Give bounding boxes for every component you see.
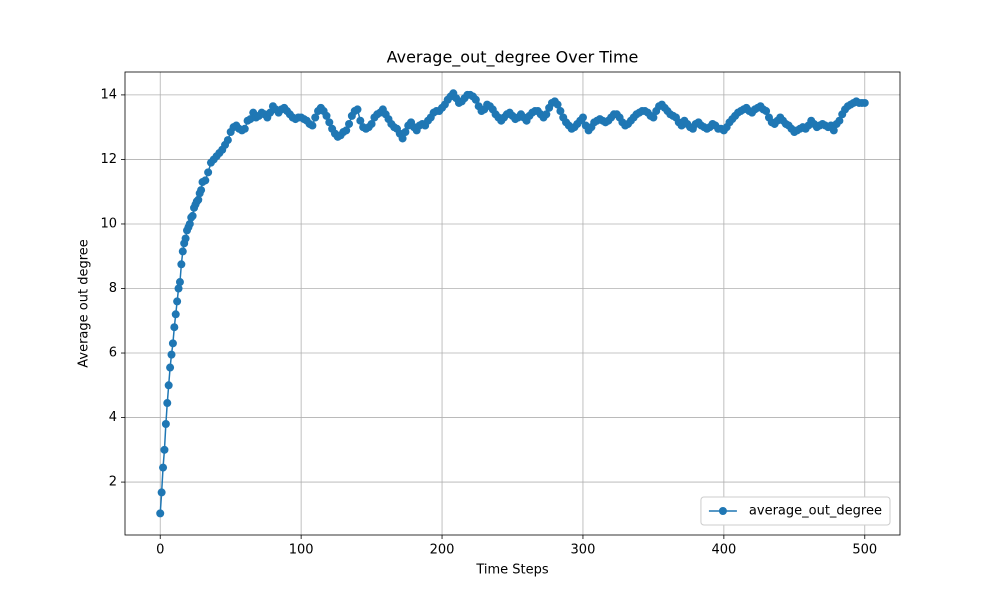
- chart-title: Average_out_degree Over Time: [387, 48, 639, 68]
- y-tick-label: 2: [109, 475, 117, 490]
- marker: [556, 107, 565, 116]
- marker: [367, 119, 376, 128]
- marker: [170, 323, 179, 332]
- marker: [345, 119, 354, 128]
- marker: [762, 107, 771, 116]
- marker: [201, 176, 210, 185]
- legend-label: average_out_degree: [749, 504, 882, 519]
- marker: [649, 113, 658, 122]
- y-tick-label: 12: [100, 152, 117, 167]
- marker: [166, 363, 175, 372]
- marker: [177, 260, 186, 269]
- x-tick-label: 300: [571, 543, 596, 558]
- marker: [835, 116, 844, 125]
- marker: [164, 381, 173, 390]
- marker: [175, 278, 184, 287]
- marker: [542, 110, 551, 119]
- marker: [204, 168, 213, 177]
- legend-marker: [718, 507, 727, 515]
- marker: [160, 445, 169, 454]
- y-tick-label: 14: [100, 87, 117, 102]
- marker: [173, 297, 182, 306]
- marker: [171, 310, 180, 319]
- axes-frame: [124, 71, 901, 536]
- marker: [353, 105, 362, 114]
- marker: [325, 118, 334, 127]
- marker: [157, 488, 166, 497]
- marker: [167, 350, 176, 359]
- marker: [471, 95, 480, 104]
- marker: [553, 100, 562, 109]
- legend-box: [700, 496, 891, 526]
- marker: [240, 124, 249, 133]
- marker: [194, 195, 203, 204]
- marker: [159, 463, 168, 472]
- y-tick-label: 10: [100, 216, 117, 231]
- marker: [163, 399, 172, 408]
- marker: [311, 113, 320, 122]
- marker: [322, 111, 331, 120]
- marker: [185, 219, 194, 228]
- x-tick-label: 400: [711, 543, 736, 558]
- y-axis-label: Average out degree: [77, 239, 92, 368]
- marker: [181, 234, 190, 243]
- x-tick-label: 200: [430, 543, 455, 558]
- x-tick-label: 0: [156, 543, 164, 558]
- x-axis-label: Time Steps: [475, 563, 549, 578]
- marker: [174, 284, 183, 293]
- marker: [356, 116, 365, 125]
- marker: [197, 186, 206, 195]
- marker: [342, 126, 351, 135]
- marker: [156, 509, 165, 518]
- marker: [223, 136, 232, 145]
- marker: [398, 134, 407, 143]
- marker: [168, 339, 177, 348]
- marker: [578, 113, 587, 122]
- marker: [860, 98, 869, 107]
- marker: [401, 128, 410, 137]
- y-tick-label: 8: [109, 281, 117, 296]
- marker: [161, 420, 170, 429]
- y-tick-label: 6: [109, 346, 117, 361]
- legend: average_out_degree: [700, 496, 891, 526]
- marker: [178, 247, 187, 256]
- x-tick-label: 100: [289, 543, 314, 558]
- x-tick-label: 500: [852, 543, 877, 558]
- marker: [829, 126, 838, 135]
- marker: [188, 211, 197, 220]
- y-tick-label: 4: [109, 410, 117, 425]
- marker: [308, 121, 317, 130]
